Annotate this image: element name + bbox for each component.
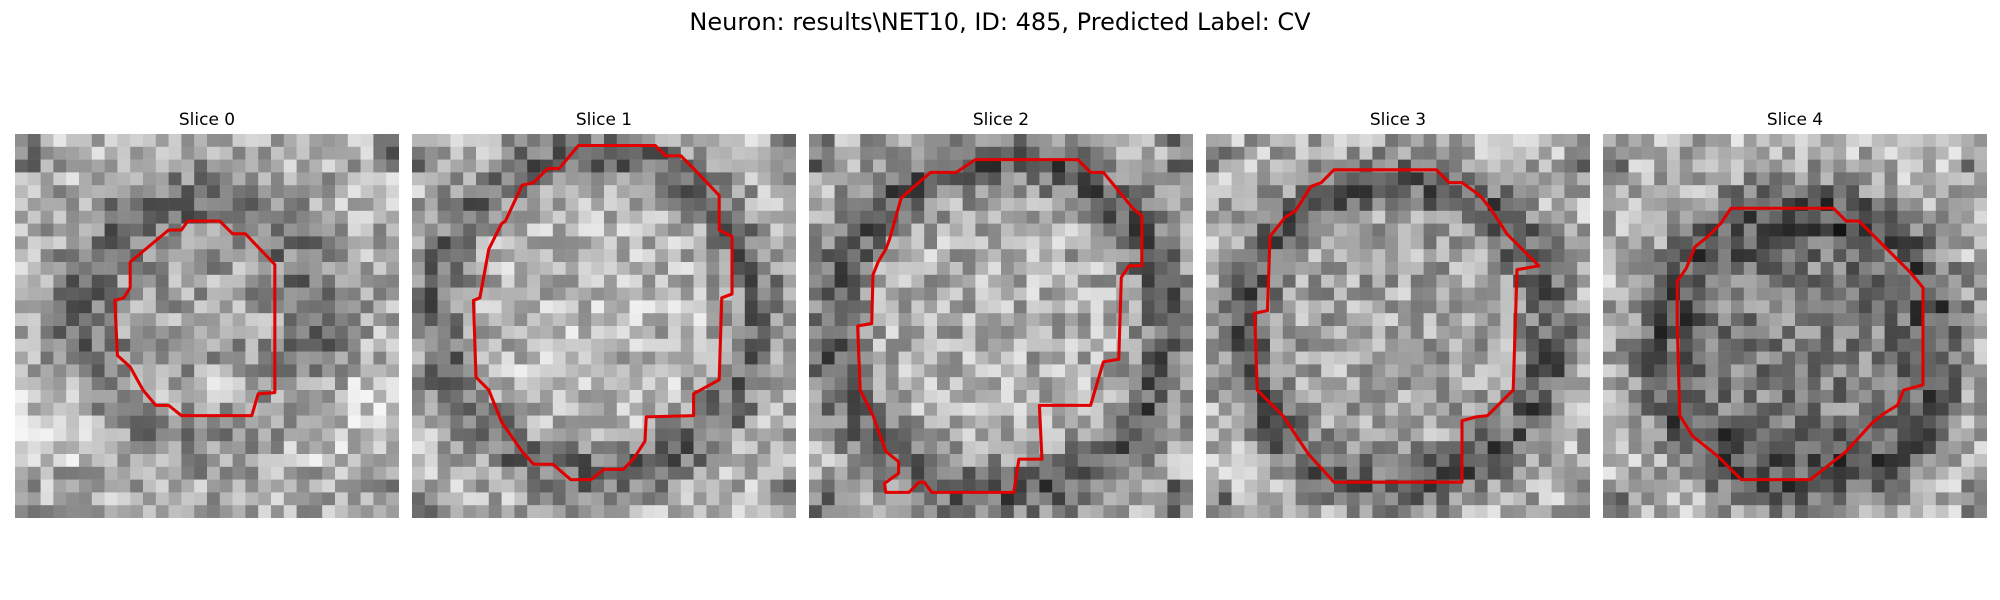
slice-image-2 <box>809 134 1193 518</box>
slice-image-4 <box>1603 134 1987 518</box>
slice-title-1: Slice 1 <box>575 110 633 130</box>
segmentation-contour-4 <box>1675 206 1925 482</box>
slice-title-3: Slice 3 <box>1369 110 1427 130</box>
segmentation-contour-3 <box>1253 168 1541 484</box>
figure-title: Neuron: results\NET10, ID: 485, Predicte… <box>689 8 1311 36</box>
slice-title-0: Slice 0 <box>178 110 236 130</box>
slice-title-4: Slice 4 <box>1766 110 1824 130</box>
slice-image-0 <box>15 134 399 518</box>
slice-title-2: Slice 2 <box>972 110 1030 130</box>
slice-image-3 <box>1206 134 1590 518</box>
segmentation-contour-2 <box>856 158 1144 494</box>
segmentation-contour-0 <box>113 219 277 418</box>
slice-image-1 <box>412 134 796 518</box>
segmentation-contour-1 <box>471 143 734 482</box>
